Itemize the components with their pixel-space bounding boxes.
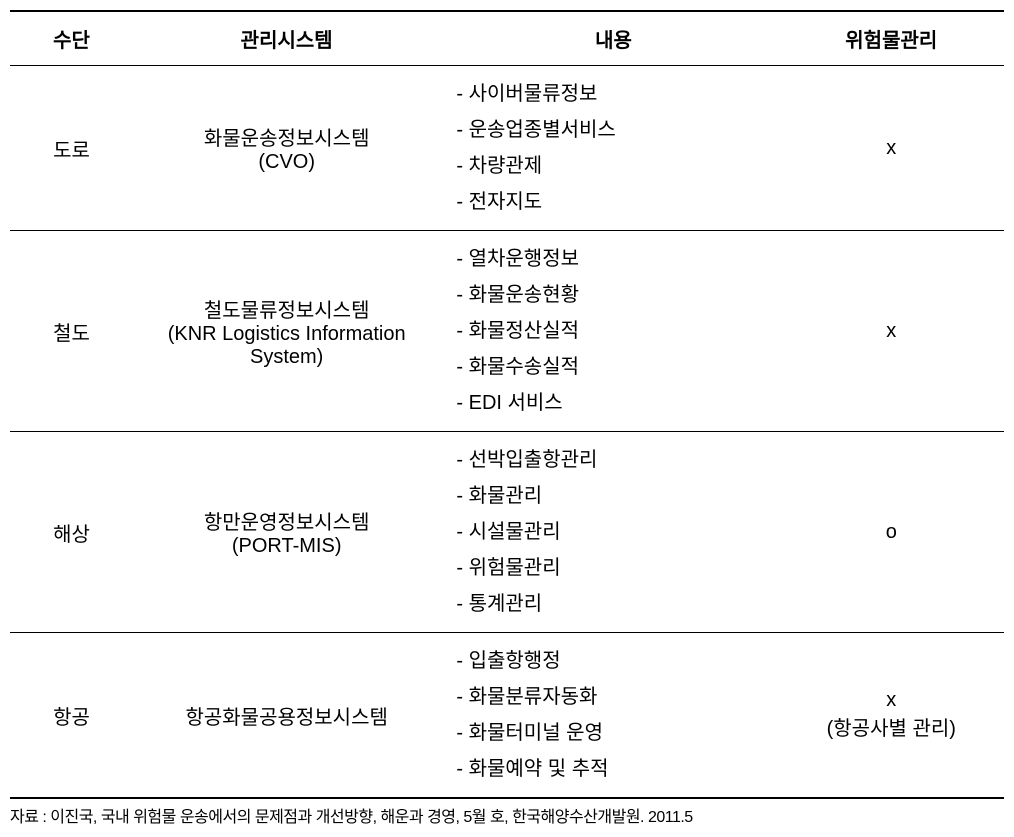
content-item: - 열차운행정보: [456, 241, 770, 277]
risk-status: o: [787, 521, 996, 544]
header-risk: 위험물관리: [779, 11, 1004, 66]
risk-status: x: [787, 689, 996, 712]
system-name: 화물운송정보시스템: [141, 122, 432, 151]
content-item: - 전자지도: [456, 184, 770, 220]
content-item: - 차량관제: [456, 148, 770, 184]
content-list: - 열차운행정보- 화물운송현황- 화물정산실적- 화물수송실적- EDI 서비…: [456, 241, 770, 421]
system-name: 철도물류정보시스템: [141, 294, 432, 323]
table-row: 해상항만운영정보시스템(PORT-MIS)- 선박입출항관리- 화물관리- 시설…: [10, 432, 1004, 633]
table-row: 항공 항공화물공용정보시스템 - 입출항행정- 화물분류자동화- 화물터미널 운영-…: [10, 633, 1004, 799]
content-item: - 통계관리: [456, 586, 770, 622]
content-item: - 화물정산실적: [456, 313, 770, 349]
header-row: 수단 관리시스템 내용 위험물관리: [10, 11, 1004, 66]
cell-risk: x(항공사별 관리): [779, 633, 1004, 799]
cell-means: 철도: [10, 231, 133, 432]
cell-content: - 입출항행정- 화물분류자동화- 화물터미널 운영- 화물예약 및 추적: [440, 633, 778, 799]
source-citation: 자료 : 이진국, 국내 위험물 운송에서의 문제점과 개선방향, 해운과 경영…: [10, 803, 1004, 827]
content-item: - 위험물관리: [456, 550, 770, 586]
risk-status: x: [787, 320, 996, 343]
system-code: (CVO): [141, 151, 432, 174]
cell-system: 화물운송정보시스템(CVO): [133, 66, 440, 231]
content-item: - 시설물관리: [456, 514, 770, 550]
content-item: - 운송업종별서비스: [456, 112, 770, 148]
cell-risk: x: [779, 231, 1004, 432]
cell-content: - 선박입출항관리- 화물관리- 시설물관리- 위험물관리- 통계관리: [440, 432, 778, 633]
table-row: 철도철도물류정보시스템(KNR Logistics Information Sy…: [10, 231, 1004, 432]
content-item: - 화물터미널 운영: [456, 715, 770, 751]
content-item: - 화물관리: [456, 478, 770, 514]
header-system: 관리시스템: [133, 11, 440, 66]
risk-note: (항공사별 관리): [787, 712, 996, 741]
cell-risk: x: [779, 66, 1004, 231]
content-item: - 사이버물류정보: [456, 76, 770, 112]
content-item: - 화물운송현황: [456, 277, 770, 313]
risk-status: x: [787, 137, 996, 160]
table-row: 도로화물운송정보시스템(CVO)- 사이버물류정보- 운송업종별서비스- 차량관…: [10, 66, 1004, 231]
content-item: - 화물분류자동화: [456, 679, 770, 715]
cell-content: - 사이버물류정보- 운송업종별서비스- 차량관제- 전자지도: [440, 66, 778, 231]
content-item: - 선박입출항관리: [456, 442, 770, 478]
content-item: - 화물예약 및 추적: [456, 751, 770, 787]
content-item: - EDI 서비스: [456, 385, 770, 421]
cell-risk: o: [779, 432, 1004, 633]
cell-means: 도로: [10, 66, 133, 231]
system-code: (KNR Logistics Information System): [141, 323, 432, 369]
cell-means: 항공: [10, 633, 133, 799]
content-list: - 선박입출항관리- 화물관리- 시설물관리- 위험물관리- 통계관리: [456, 442, 770, 622]
cell-system: 철도물류정보시스템(KNR Logistics Information Syst…: [133, 231, 440, 432]
system-name: 항만운영정보시스템: [141, 506, 432, 535]
system-name: 항공화물공용정보시스템: [141, 701, 432, 730]
content-list: - 입출항행정- 화물분류자동화- 화물터미널 운영- 화물예약 및 추적: [456, 643, 770, 787]
system-comparison-table: 수단 관리시스템 내용 위험물관리 도로화물운송정보시스템(CVO)- 사이버물…: [10, 10, 1004, 799]
content-item: - 입출항행정: [456, 643, 770, 679]
content-item: - 화물수송실적: [456, 349, 770, 385]
content-list: - 사이버물류정보- 운송업종별서비스- 차량관제- 전자지도: [456, 76, 770, 220]
system-code: (PORT-MIS): [141, 535, 432, 558]
header-means: 수단: [10, 11, 133, 66]
header-content: 내용: [440, 11, 778, 66]
cell-content: - 열차운행정보- 화물운송현황- 화물정산실적- 화물수송실적- EDI 서비…: [440, 231, 778, 432]
cell-means: 해상: [10, 432, 133, 633]
cell-system: 항만운영정보시스템(PORT-MIS): [133, 432, 440, 633]
cell-system: 항공화물공용정보시스템: [133, 633, 440, 799]
